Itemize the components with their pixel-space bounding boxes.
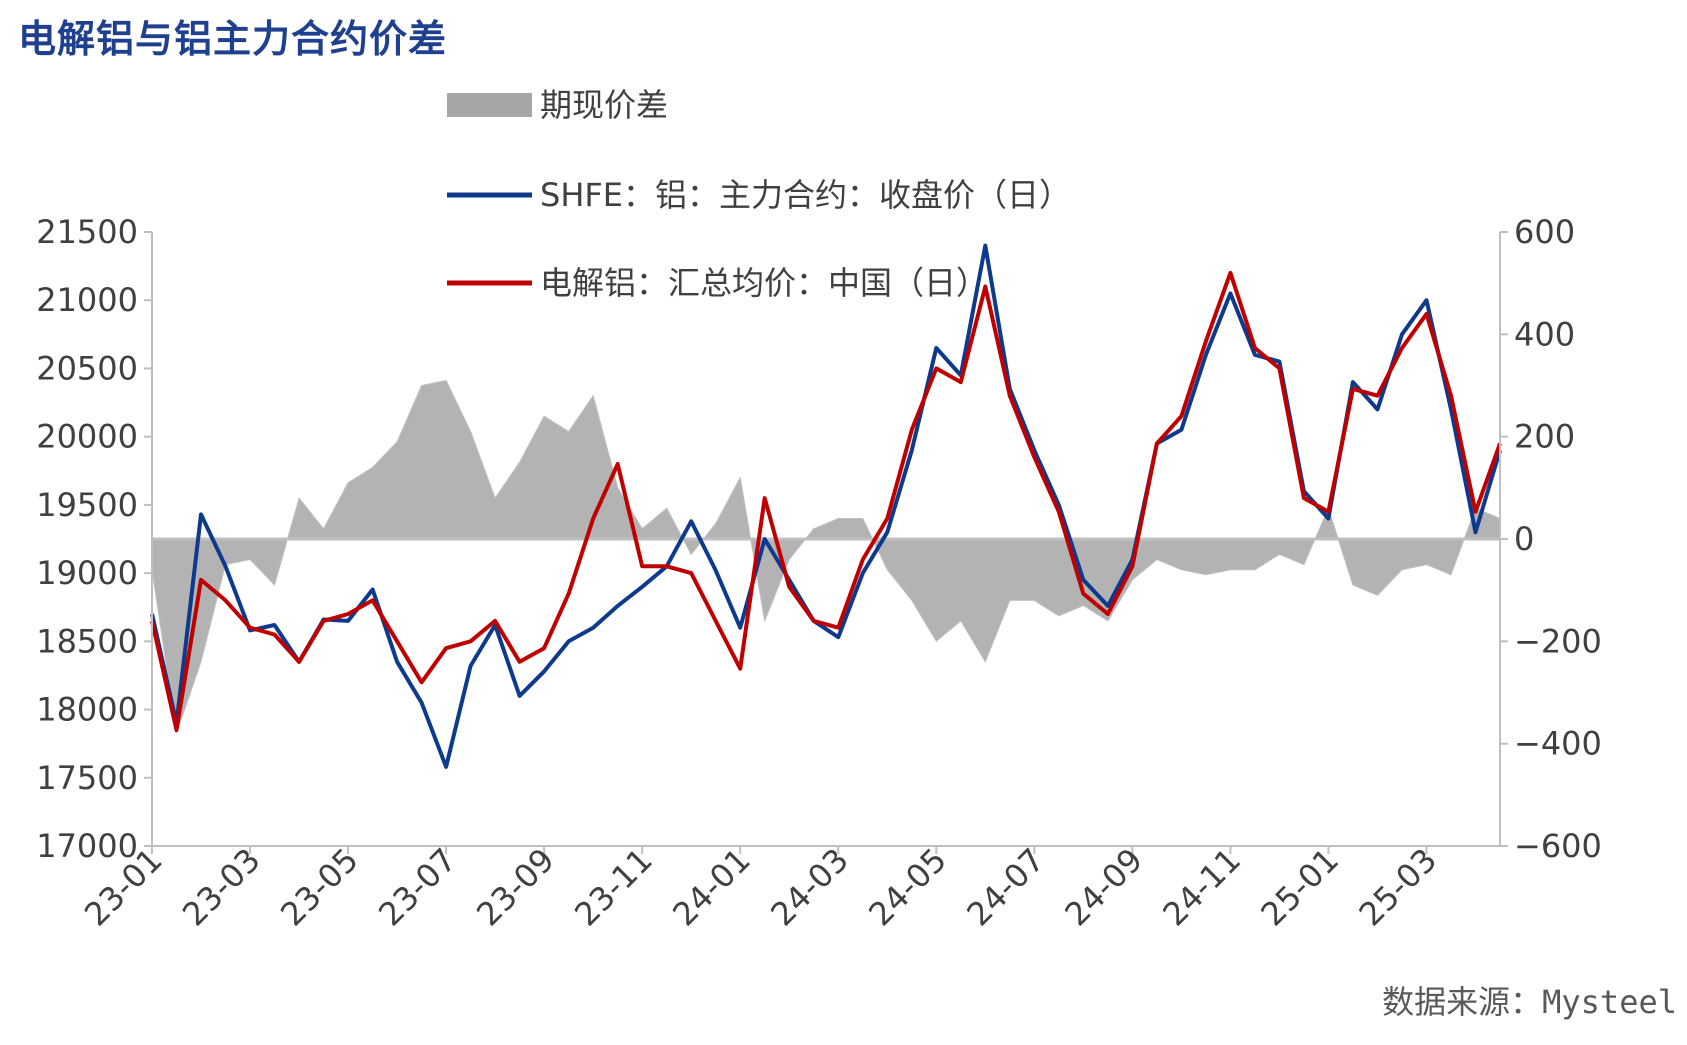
right-tick-label: −200 bbox=[1514, 622, 1602, 660]
left-tick-label: 19500 bbox=[36, 486, 138, 524]
x-tick-label: 24-07 bbox=[959, 841, 1052, 934]
legend-label: 电解铝：汇总均价：中国（日） bbox=[540, 264, 988, 302]
source-note: 数据来源：Mysteel bbox=[1382, 983, 1677, 1021]
x-tick-label: 24-11 bbox=[1155, 841, 1248, 934]
left-tick-label: 20500 bbox=[36, 349, 138, 387]
x-tick-label: 25-01 bbox=[1253, 841, 1346, 934]
shfe-price-line bbox=[150, 243, 1502, 769]
left-tick-label: 19000 bbox=[36, 554, 138, 592]
legend-label: 期现价差 bbox=[540, 86, 668, 124]
left-tick-label: 17000 bbox=[36, 827, 138, 865]
left-tick-label: 17500 bbox=[36, 759, 138, 797]
x-tick-label: 24-05 bbox=[861, 841, 954, 934]
legend: 期现价差 SHFE：铝：主力合约：收盘价（日） 电解铝：汇总均价：中国（日） bbox=[447, 86, 1071, 302]
x-tick-label: 23-11 bbox=[567, 841, 660, 934]
x-tick-label: 23-05 bbox=[273, 841, 366, 934]
left-tick-label: 21500 bbox=[36, 213, 138, 251]
spread-area bbox=[151, 379, 1501, 734]
right-tick-label: −600 bbox=[1514, 827, 1602, 865]
left-tick-label: 21000 bbox=[36, 281, 138, 319]
spot-price-line bbox=[150, 270, 1502, 732]
x-tick-label: 24-09 bbox=[1057, 841, 1150, 934]
legend-swatch-spread bbox=[447, 93, 532, 117]
right-tick-label: 600 bbox=[1514, 213, 1575, 251]
left-tick-label: 18500 bbox=[36, 622, 138, 660]
left-tick-label: 20000 bbox=[36, 418, 138, 456]
x-tick-label: 23-07 bbox=[371, 841, 464, 934]
x-tick-label: 23-09 bbox=[469, 841, 562, 934]
right-tick-label: −400 bbox=[1514, 725, 1602, 763]
right-tick-label: 0 bbox=[1514, 520, 1534, 558]
chart-title: 电解铝与铝主力合约价差 bbox=[18, 16, 448, 61]
x-tick-label: 24-03 bbox=[763, 841, 856, 934]
x-tick-label: 23-03 bbox=[175, 841, 268, 934]
left-tick-label: 18000 bbox=[36, 691, 138, 729]
plot-area bbox=[150, 243, 1502, 769]
legend-label: SHFE：铝：主力合约：收盘价（日） bbox=[540, 176, 1071, 214]
x-tick-label: 24-01 bbox=[665, 841, 758, 934]
x-tick-label: 25-03 bbox=[1352, 841, 1445, 934]
right-tick-label: 400 bbox=[1514, 315, 1575, 353]
right-tick-label: 200 bbox=[1514, 418, 1575, 456]
